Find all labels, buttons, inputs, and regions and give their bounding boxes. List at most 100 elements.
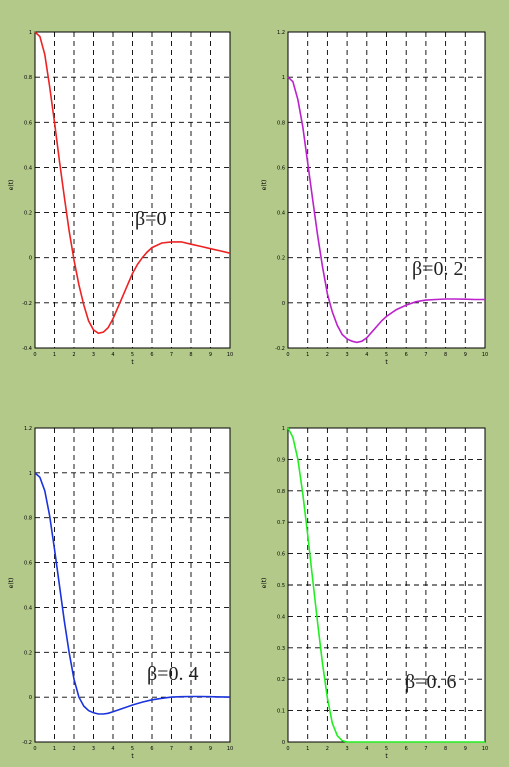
beta-annotation: β=0. 4 xyxy=(147,663,198,685)
x-tick-label: 3 xyxy=(92,746,95,752)
x-tick-label: 0 xyxy=(286,746,289,752)
y-tick-label: 0.9 xyxy=(277,457,285,463)
x-tick-label: 2 xyxy=(72,746,75,752)
x-tick-label: 7 xyxy=(170,746,173,752)
x-tick-label: 3 xyxy=(346,352,349,358)
y-axis-label: e(t) xyxy=(261,578,268,589)
y-axis-label: e(t) xyxy=(8,578,15,589)
x-tick-label: 0 xyxy=(286,352,289,358)
x-tick-label: 3 xyxy=(346,746,349,752)
y-tick-label: 0.6 xyxy=(277,552,285,558)
series-line-1 xyxy=(287,76,485,344)
y-tick-label: 0.8 xyxy=(24,75,32,81)
beta-annotation: β=0. 6 xyxy=(405,671,456,693)
y-tick-label: 0.3 xyxy=(277,646,285,652)
y-tick-label: 0.6 xyxy=(24,120,32,126)
x-tick-label: 10 xyxy=(482,746,488,752)
x-tick-label: 1 xyxy=(53,746,56,752)
y-tick-label: -0.2 xyxy=(275,346,285,352)
y-tick-label: 0.7 xyxy=(277,520,285,526)
y-tick-label: 0.4 xyxy=(277,211,285,217)
y-tick-label: 1 xyxy=(282,75,285,81)
series-line-1 xyxy=(34,31,231,335)
y-tick-label: 0.8 xyxy=(24,516,32,522)
y-tick-label: 0.6 xyxy=(24,561,32,567)
y-tick-label: 0.4 xyxy=(277,614,285,620)
beta-annotation: β=0. 2 xyxy=(412,258,463,280)
x-tick-label: 1 xyxy=(306,352,309,358)
y-tick-label: 0.5 xyxy=(277,583,285,589)
y-tick-label: -0.2 xyxy=(22,301,32,307)
y-tick-label: 1 xyxy=(29,471,32,477)
x-tick-label: 9 xyxy=(209,352,212,358)
subplot-4: 0 1 2 3 4 5 6 7 8 9 10 0 0.1 0.2 0.3 0.4 0.5 0.6 0.7 0.8 0.9… xyxy=(261,426,488,760)
x-tick-label: 1 xyxy=(53,352,56,358)
y-tick-label: 1 xyxy=(29,30,32,36)
x-tick-label: 2 xyxy=(326,352,329,358)
x-tick-label: 9 xyxy=(464,746,467,752)
x-tick-label: 3 xyxy=(92,352,95,358)
x-axis-label: t xyxy=(131,753,134,760)
y-tick-label: 1 xyxy=(282,426,285,432)
subplot-1: 0 1 2 3 4 5 6 7 8 9 10 -0.4 -0.2 0 0.2 0.4 0.6 0.8 1 t e(t) β… xyxy=(8,30,233,366)
y-tick-label: 0.2 xyxy=(277,256,285,262)
y-tick-label: 0 xyxy=(282,740,285,746)
y-tick-label: 0 xyxy=(29,695,32,701)
x-tick-label: 9 xyxy=(464,352,467,358)
x-tick-label: 6 xyxy=(150,352,153,358)
x-tick-label: 5 xyxy=(385,746,388,752)
x-tick-label: 8 xyxy=(189,352,192,358)
y-tick-label: 0.4 xyxy=(24,605,32,611)
series-line-1 xyxy=(34,472,231,715)
x-tick-label: 4 xyxy=(365,352,368,358)
y-tick-label: 1.2 xyxy=(277,30,285,36)
x-axis-label: t xyxy=(385,359,388,366)
series-line-1 xyxy=(287,427,485,743)
beta-annotation: β=0 xyxy=(135,208,166,230)
x-tick-label: 6 xyxy=(405,352,408,358)
x-tick-label: 6 xyxy=(405,746,408,752)
x-tick-label: 8 xyxy=(189,746,192,752)
x-tick-label: 9 xyxy=(209,746,212,752)
x-tick-label: 1 xyxy=(306,746,309,752)
x-tick-label: 10 xyxy=(482,352,488,358)
y-tick-label: 0.2 xyxy=(24,650,32,656)
y-tick-label: 0 xyxy=(29,256,32,262)
subplot-2: 0 1 2 3 4 5 6 7 8 9 10-0.200.20.40.60.811.2te(t)β=… xyxy=(261,30,488,366)
x-tick-label: 8 xyxy=(444,746,447,752)
x-tick-label: 4 xyxy=(111,746,114,752)
y-tick-label: 0.1 xyxy=(277,709,285,715)
y-tick-label: 0.6 xyxy=(277,165,285,171)
x-tick-label: 4 xyxy=(111,352,114,358)
x-tick-label: 5 xyxy=(385,352,388,358)
x-tick-label: 7 xyxy=(424,352,427,358)
x-tick-label: 10 xyxy=(227,746,233,752)
subplot-3: 0 1 2 3 4 5 6 7 8 9 10-0.200.20.40.60.811.2te(t)β=… xyxy=(8,426,233,760)
y-axis-label: e(t) xyxy=(8,180,15,191)
x-tick-label: 10 xyxy=(227,352,233,358)
x-axis-label: t xyxy=(131,359,134,366)
x-tick-label: 5 xyxy=(131,352,134,358)
x-tick-label: 7 xyxy=(424,746,427,752)
x-tick-label: 8 xyxy=(444,352,447,358)
y-tick-label: -0.4 xyxy=(22,346,32,352)
y-tick-label: 0.2 xyxy=(277,677,285,683)
x-tick-label: 0 xyxy=(33,746,36,752)
y-tick-label: 0.8 xyxy=(277,120,285,126)
x-tick-label: 0 xyxy=(33,352,36,358)
x-tick-label: 2 xyxy=(326,746,329,752)
y-tick-label: 0.4 xyxy=(24,165,32,171)
y-tick-label: 0 xyxy=(282,301,285,307)
y-tick-label: 1.2 xyxy=(24,426,32,432)
y-tick-label: 0.2 xyxy=(24,211,32,217)
x-tick-label: 2 xyxy=(72,352,75,358)
x-tick-label: 6 xyxy=(150,746,153,752)
x-axis-label: t xyxy=(385,753,388,760)
x-tick-label: 7 xyxy=(170,352,173,358)
y-tick-label: -0.2 xyxy=(22,740,32,746)
x-tick-label: 4 xyxy=(365,746,368,752)
y-tick-label: 0.8 xyxy=(277,489,285,495)
x-tick-label: 5 xyxy=(131,746,134,752)
